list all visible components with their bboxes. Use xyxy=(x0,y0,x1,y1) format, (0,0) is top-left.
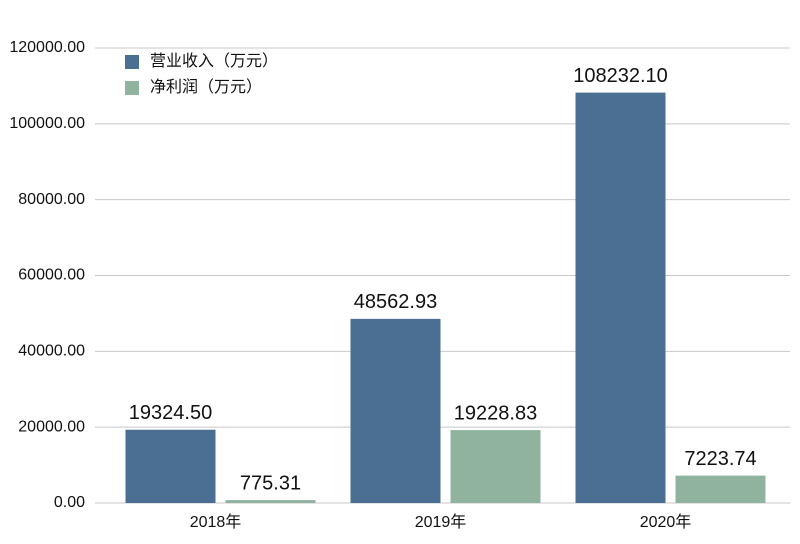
value-label: 48562.93 xyxy=(354,291,437,313)
y-tick-label: 40000.00 xyxy=(18,343,85,360)
value-label: 19324.50 xyxy=(129,402,212,424)
legend-label: 营业收入（万元） xyxy=(150,52,278,70)
bar xyxy=(225,500,316,503)
y-tick-label: 120000.00 xyxy=(9,39,85,56)
legend-swatch xyxy=(125,81,139,95)
bar xyxy=(350,318,441,503)
bar xyxy=(450,430,541,503)
value-label: 7223.74 xyxy=(684,448,756,470)
y-tick-label: 60000.00 xyxy=(18,267,85,284)
legend-swatch xyxy=(125,55,139,69)
bar xyxy=(575,92,666,503)
legend-label: 净利润（万元） xyxy=(150,78,262,96)
value-label: 19228.83 xyxy=(454,402,537,424)
value-label: 775.31 xyxy=(240,472,301,494)
bar xyxy=(125,429,216,503)
bar xyxy=(675,475,766,503)
y-tick-label: 20000.00 xyxy=(18,418,85,435)
x-tick-label: 2019年 xyxy=(415,513,467,531)
x-tick-label: 2018年 xyxy=(190,513,242,531)
value-label: 108232.10 xyxy=(573,65,668,87)
x-tick-label: 2020年 xyxy=(640,513,692,531)
y-tick-label: 80000.00 xyxy=(18,191,85,208)
y-tick-label: 0.00 xyxy=(54,494,85,511)
y-tick-label: 100000.00 xyxy=(9,115,85,132)
